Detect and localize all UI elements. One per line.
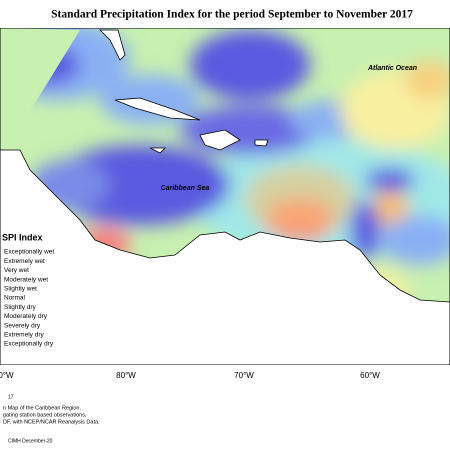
land [0, 28, 450, 365]
legend-item: Slightly dry [4, 304, 37, 311]
longitude-label: 70°W [234, 371, 254, 380]
legend-item: Moderately wet [4, 276, 48, 283]
legend-item: Slightly wet [4, 286, 37, 293]
longitude-label: 80°W [116, 371, 136, 380]
legend-item: Normal [4, 295, 26, 302]
legend-item: Exceptionally dry [4, 341, 54, 348]
legend-title: SPI Index [2, 232, 43, 242]
legend-item: Extremely wet [4, 258, 45, 265]
legend-item: Exceptionally wet [4, 249, 54, 256]
sea-label: Caribbean Sea [161, 185, 210, 192]
longitude-label: 0°W [0, 371, 14, 380]
longitude-labels: 0°W 80°W 70°W 60°W [0, 371, 380, 380]
legend-item: Severely dry [4, 322, 41, 329]
legend: SPI Index Exceptionally wet Extremely wet… [2, 232, 54, 347]
legend-item: Moderately dry [4, 313, 48, 320]
footer-number: 17 [8, 394, 14, 400]
spi-field [0, 28, 450, 365]
footer-credit: CIMH December-20 [8, 438, 53, 444]
ocean-label: Atlantic Ocean [367, 65, 417, 72]
legend-item: Very wet [4, 267, 29, 274]
footer: n Map of the Caribbean Region.gating sta… [3, 405, 100, 425]
footer-line: gating station based observations, [3, 412, 87, 418]
longitude-label: 60°W [360, 371, 380, 380]
footer-line: DF, with NCEP/NCAR Reanalysis Data. [3, 419, 100, 425]
footer-line: n Map of the Caribbean Region. [3, 405, 81, 411]
map-title: Standard Precipitation Index for the per… [51, 9, 413, 21]
legend-item: Extremely dry [4, 332, 44, 339]
